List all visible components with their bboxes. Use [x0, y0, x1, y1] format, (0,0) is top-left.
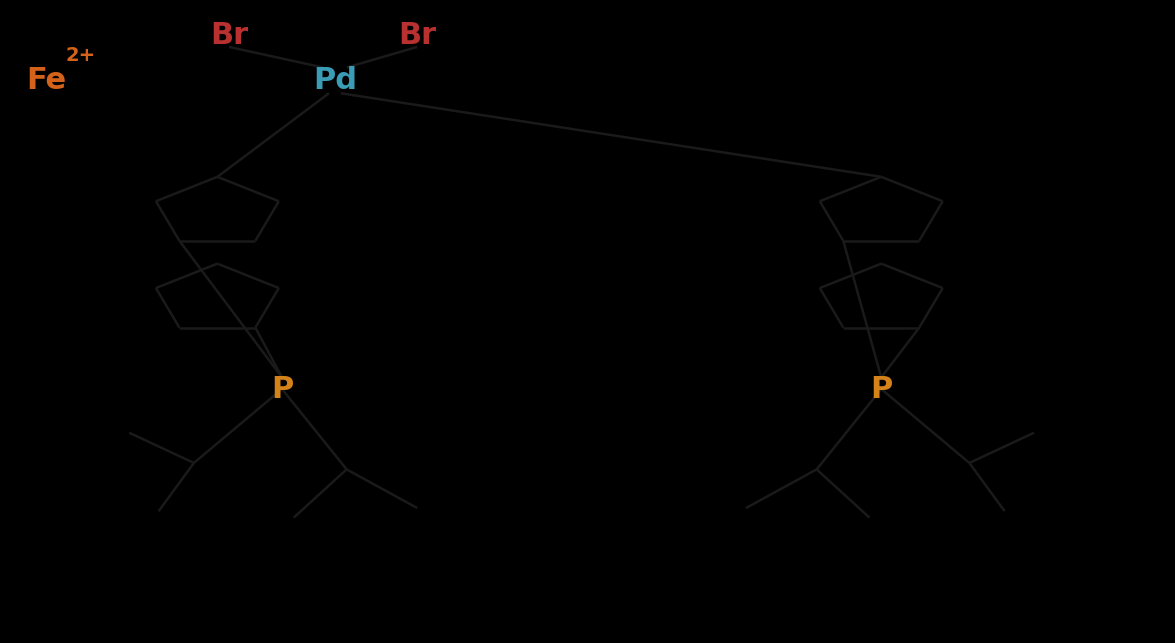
Text: Br: Br	[210, 21, 248, 50]
Text: Pd: Pd	[313, 66, 357, 95]
Text: Fe: Fe	[26, 66, 66, 95]
Text: Br: Br	[398, 21, 436, 50]
Text: P: P	[871, 374, 892, 404]
Text: 2+: 2+	[66, 46, 96, 66]
Text: P: P	[271, 374, 293, 404]
